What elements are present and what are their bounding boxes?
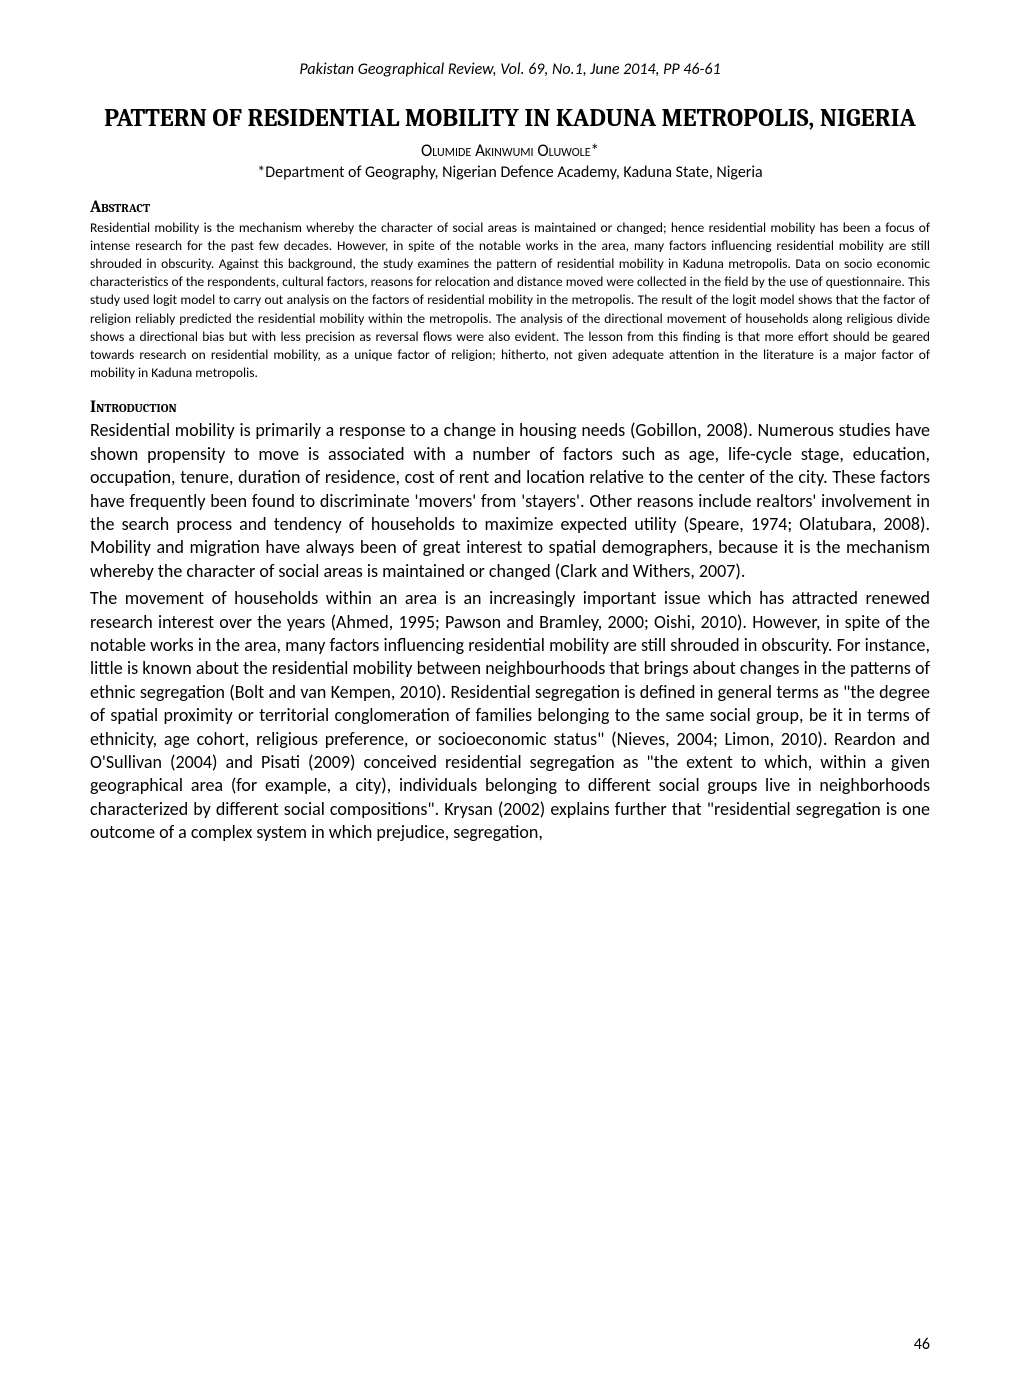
introduction-paragraph-2: The movement of households within an are…	[90, 587, 930, 844]
journal-header: Pakistan Geographical Review, Vol. 69, N…	[90, 60, 930, 79]
introduction-paragraph-1: Residential mobility is primarily a resp…	[90, 419, 930, 583]
introduction-heading: Introduction	[90, 398, 930, 417]
abstract-heading: Abstract	[90, 198, 930, 217]
paper-title: PATTERN OF RESIDENTIAL MOBILITY IN KADUN…	[90, 103, 930, 136]
page-number: 46	[914, 1335, 930, 1354]
abstract-text: Residential mobility is the mechanism wh…	[90, 219, 930, 383]
author-affiliation: *Department of Geography, Nigerian Defen…	[90, 163, 930, 182]
author-name: Olumide Akinwumi Oluwole*	[90, 140, 930, 161]
